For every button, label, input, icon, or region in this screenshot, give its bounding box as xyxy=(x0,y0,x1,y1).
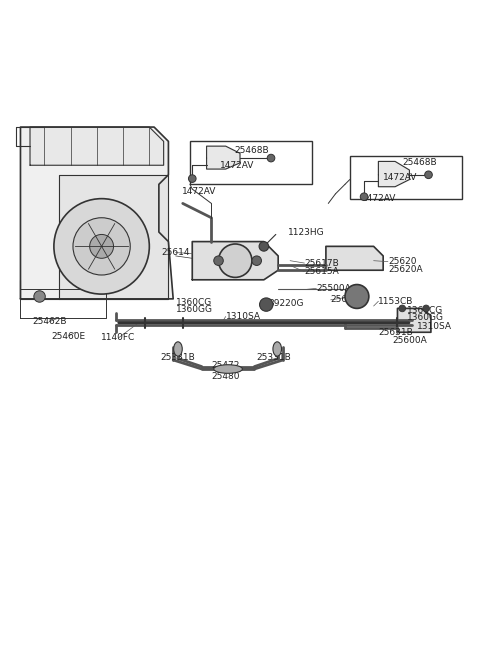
Polygon shape xyxy=(30,127,164,165)
Text: 1310SA: 1310SA xyxy=(417,322,452,331)
Text: 25615A: 25615A xyxy=(304,267,339,276)
Text: 25460E: 25460E xyxy=(51,331,85,341)
Ellipse shape xyxy=(273,342,281,356)
Text: 1123HG: 1123HG xyxy=(288,227,324,236)
Ellipse shape xyxy=(174,342,182,356)
Polygon shape xyxy=(192,242,278,280)
Text: 1360CG: 1360CG xyxy=(176,298,212,307)
Text: 1472AV: 1472AV xyxy=(383,173,418,181)
Ellipse shape xyxy=(214,365,242,373)
Text: 25633C: 25633C xyxy=(331,295,366,305)
Polygon shape xyxy=(206,146,240,169)
Text: 1140FC: 1140FC xyxy=(101,333,135,343)
Text: 25614: 25614 xyxy=(161,248,190,257)
Text: 25620: 25620 xyxy=(388,257,417,266)
Text: 25617B: 25617B xyxy=(304,259,339,268)
Polygon shape xyxy=(326,246,383,271)
Circle shape xyxy=(423,305,430,312)
Circle shape xyxy=(90,234,114,258)
Text: 25480: 25480 xyxy=(211,371,240,381)
Circle shape xyxy=(54,198,149,294)
Circle shape xyxy=(252,256,262,265)
Circle shape xyxy=(345,284,369,309)
Circle shape xyxy=(73,217,130,275)
Text: 25331B: 25331B xyxy=(161,352,195,362)
Circle shape xyxy=(260,298,273,311)
Polygon shape xyxy=(397,309,431,332)
Text: 25468B: 25468B xyxy=(402,159,437,168)
Polygon shape xyxy=(21,127,173,299)
Circle shape xyxy=(399,305,406,312)
Text: 25468B: 25468B xyxy=(235,147,269,155)
Text: 25331B: 25331B xyxy=(256,352,291,362)
Text: 25620A: 25620A xyxy=(388,265,422,274)
Text: 25600A: 25600A xyxy=(393,337,428,345)
Text: 1153CB: 1153CB xyxy=(378,297,414,306)
Text: 25472: 25472 xyxy=(212,361,240,370)
Text: 1472AV: 1472AV xyxy=(220,160,255,170)
Text: 39220G: 39220G xyxy=(269,299,304,308)
Text: 1472AV: 1472AV xyxy=(182,187,216,196)
Circle shape xyxy=(189,175,196,183)
Polygon shape xyxy=(378,161,409,187)
Text: 1310SA: 1310SA xyxy=(226,312,261,321)
Text: 1360GG: 1360GG xyxy=(176,305,213,314)
Text: 25631B: 25631B xyxy=(378,328,413,337)
Text: 25500A: 25500A xyxy=(316,284,351,293)
Bar xyxy=(350,156,462,198)
Circle shape xyxy=(214,256,223,265)
Polygon shape xyxy=(59,175,168,299)
Text: 25462B: 25462B xyxy=(32,317,66,326)
Circle shape xyxy=(218,244,252,277)
Circle shape xyxy=(34,291,45,302)
Text: 1360GG: 1360GG xyxy=(407,314,444,322)
Bar xyxy=(190,141,312,184)
Circle shape xyxy=(360,193,368,200)
Circle shape xyxy=(425,171,432,179)
Circle shape xyxy=(267,155,275,162)
Text: 1472AV: 1472AV xyxy=(362,194,396,203)
Text: 1360CG: 1360CG xyxy=(407,307,443,315)
Circle shape xyxy=(259,242,269,251)
